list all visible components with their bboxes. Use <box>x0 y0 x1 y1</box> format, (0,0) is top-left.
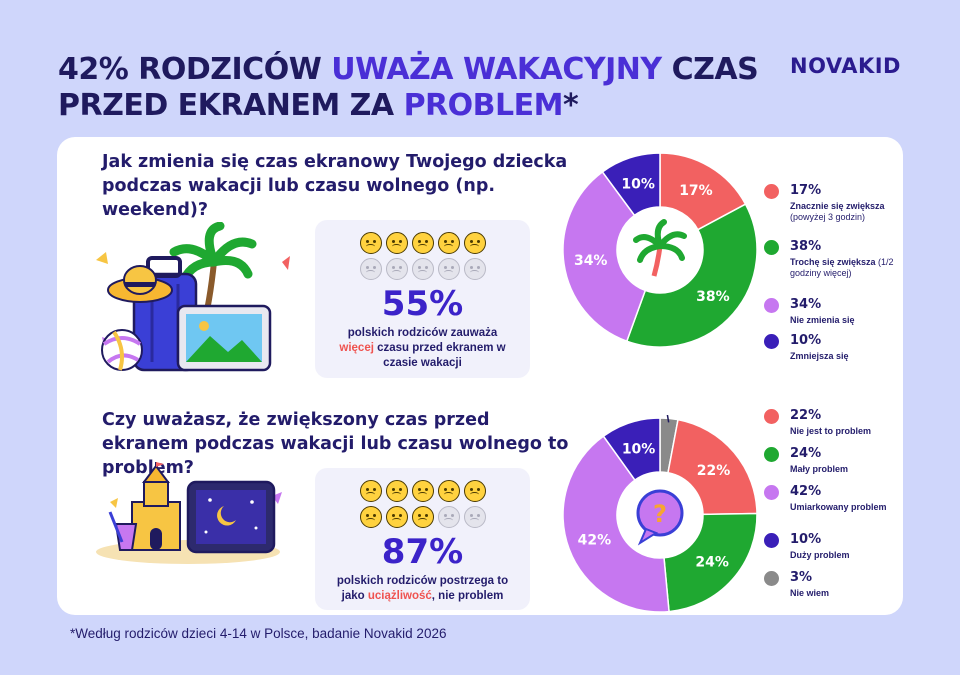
stat-desc-2-highlight: uciążliwość <box>367 590 432 602</box>
sad-face-icon <box>385 480 408 502</box>
sad-face-icon <box>359 232 382 254</box>
page-title: 42% RODZICÓW UWAŻA WAKACYJNY CZAS PRZED … <box>58 52 778 124</box>
sad-face-icon <box>385 506 408 528</box>
footnote: *Według rodziców dzieci 4-14 w Polsce, b… <box>70 626 447 641</box>
donut-1-label-1: 38% <box>696 289 730 305</box>
donut-2-label-3: 42% <box>578 533 612 549</box>
title-highlight-2: PROBLEM <box>403 88 564 123</box>
donut-2-label-4: 10% <box>622 441 656 457</box>
donut-1-slice-1 <box>625 203 758 348</box>
donut-chart-1: 17% 38% 34% 10% <box>562 152 758 348</box>
legend-dot-icon <box>764 571 779 586</box>
title-part-3: CZAS PRZED EKRANEM ZA <box>58 52 759 123</box>
donut-1-label-0: 17% <box>679 183 713 199</box>
stat-desc-2-after: , nie problem <box>431 590 504 602</box>
grey-face-icon <box>359 258 382 280</box>
svg-text:?: ? <box>653 500 667 528</box>
donut-2-slice-4 <box>602 417 661 482</box>
grey-face-icon <box>463 258 486 280</box>
legend-label: Umiarkowany problem <box>790 502 887 512</box>
legend-dot-icon <box>764 485 779 500</box>
grey-face-icon <box>437 258 460 280</box>
novakid-logo: NOVAKID <box>790 54 901 78</box>
legend-1: 17% Znacznie się zwiększa (powyżej 3 godz… <box>764 183 904 363</box>
legend-dot-icon <box>764 447 779 462</box>
legend-dot-icon <box>764 409 779 424</box>
question-1: Jak zmienia się czas ekranowy Twojego dz… <box>102 152 568 220</box>
grey-face-icon <box>437 506 460 528</box>
sad-face-icon <box>437 232 460 254</box>
vacation-illustration <box>96 222 290 372</box>
grey-face-icon <box>385 258 408 280</box>
legend-dot-icon <box>764 240 779 255</box>
legend-label: Znacznie się zwiększa (powyżej 3 godzin) <box>790 201 885 222</box>
stat-box-2: 87% polskich rodziców postrzega to jako … <box>315 468 530 610</box>
title-asterisk: * <box>562 88 579 123</box>
sad-face-icon <box>463 232 486 254</box>
legend-percent: 10% <box>790 532 822 547</box>
sad-face-icon <box>411 232 434 254</box>
legend-percent: 10% <box>790 333 822 348</box>
legend-dot-icon <box>764 184 779 199</box>
legend-label: Mały problem <box>790 464 849 474</box>
stat-desc-2-before: polskich rodziców postrzega to jako <box>336 575 509 602</box>
stat-desc-1-after: czasu przed ekranem w czasie wakacji <box>373 342 506 369</box>
question-bubble-icon: ? <box>636 489 684 546</box>
sad-face-icon <box>411 480 434 502</box>
legend-label: Nie zmienia się <box>790 315 855 325</box>
legend-percent: 17% <box>790 183 822 198</box>
sad-face-icon <box>359 506 382 528</box>
stat-description-2: polskich rodziców postrzega to jako ucią… <box>315 572 530 604</box>
grey-face-icon <box>411 258 434 280</box>
faces-row-1 <box>353 232 493 280</box>
legend-dot-icon <box>764 334 779 349</box>
legend-dot-icon <box>764 298 779 313</box>
donut-2-slice-2 <box>663 512 758 613</box>
legend-sublabel: (powyżej 3 godzin) <box>790 212 866 222</box>
legend-percent: 24% <box>790 446 822 461</box>
legend-percent: 22% <box>790 408 822 423</box>
legend-label: Duży problem <box>790 550 850 560</box>
stat-number-1: 55% <box>381 284 464 324</box>
stat-desc-1-before: polskich rodziców zauważa <box>347 327 498 339</box>
sad-face-icon <box>437 480 460 502</box>
faces-row-2 <box>353 480 493 528</box>
stat-description-1: polskich rodziców zauważa więcej czasu p… <box>315 324 530 371</box>
sad-face-icon <box>411 506 434 528</box>
legend-percent: 42% <box>790 484 822 499</box>
donut-1-label-2: 34% <box>574 253 608 269</box>
donut-2-leader-line <box>666 415 670 423</box>
legend-sublabel: (1/2 godziny więcej) <box>790 257 894 278</box>
grey-face-icon <box>463 506 486 528</box>
legend-label: Nie jest to problem <box>790 426 872 436</box>
donut-1-slice-2 <box>562 170 647 343</box>
sad-face-icon <box>359 480 382 502</box>
donut-1-slice-3 <box>601 152 661 217</box>
donut-2-slice-1 <box>667 418 758 516</box>
donut-1-label-3: 10% <box>621 176 655 192</box>
stat-desc-1-highlight: więcej <box>339 342 374 354</box>
stat-number-2: 87% <box>381 532 464 572</box>
stat-box-1: 55% polskich rodziców zauważa więcej cza… <box>315 220 530 378</box>
legend-2: 22% Nie jest to problem 24% Mały problem 42%… <box>764 408 904 608</box>
legend-dot-icon <box>764 533 779 548</box>
title-part-1: 42% RODZICÓW <box>58 52 332 87</box>
legend-label: Nie wiem <box>790 588 830 598</box>
legend-percent: 34% <box>790 297 822 312</box>
donut-2-slice-3 <box>562 435 670 613</box>
donut-2-label-2: 24% <box>695 555 729 571</box>
title-highlight-1: UWAŻA WAKACYJNY <box>331 52 662 87</box>
sandcastle-illustration <box>96 462 282 564</box>
donut-chart-2: 3%22%24%42%10%? <box>562 415 758 613</box>
legend-label: Trochę się zwiększa (1/2 godziny więcej) <box>790 257 894 278</box>
sad-face-icon <box>463 480 486 502</box>
question-2: Czy uważasz, że zwiększony czas przed ek… <box>102 410 569 478</box>
sad-face-icon <box>385 232 408 254</box>
legend-percent: 3% <box>790 570 813 585</box>
donut-2-label-1: 22% <box>697 463 731 479</box>
legend-label: Zmniejsza się <box>790 351 849 361</box>
palm-tree-icon <box>633 219 687 277</box>
legend-percent: 38% <box>790 239 822 254</box>
